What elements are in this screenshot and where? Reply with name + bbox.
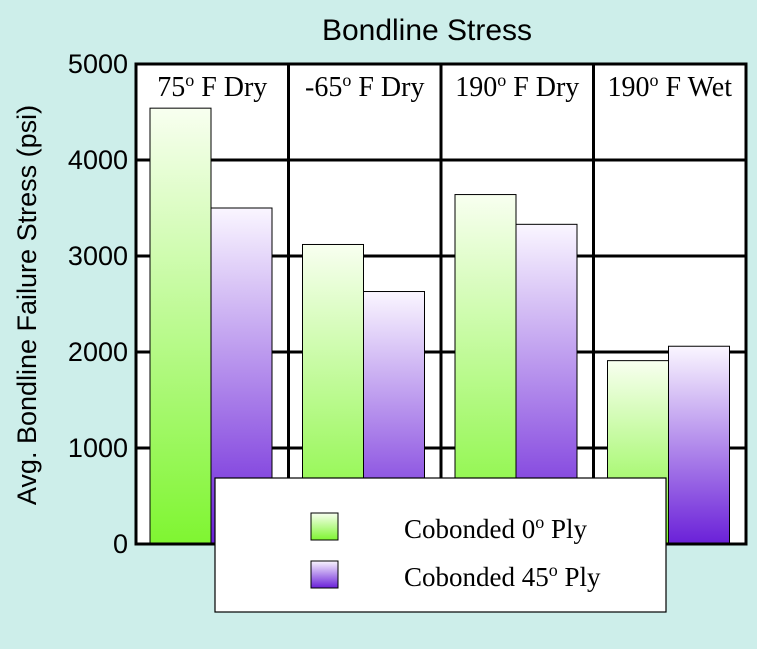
category-label-main: -65 xyxy=(305,72,342,103)
y-tick-label: 0 xyxy=(113,529,128,559)
legend-label-rest: Ply xyxy=(544,514,587,544)
category-label-rest: F Dry xyxy=(506,72,579,103)
legend-swatch xyxy=(310,560,339,589)
legend-label-main: Cobonded 45 xyxy=(404,562,549,592)
category-label-sup: o xyxy=(497,70,506,90)
y-tick-label: 1000 xyxy=(68,433,128,463)
legend-label-rest: Ply xyxy=(558,562,601,592)
category-label-main: 75 xyxy=(157,72,185,103)
y-tick-label: 5000 xyxy=(68,49,128,79)
y-tick-label: 3000 xyxy=(68,241,128,271)
legend-label: Cobonded 0o Ply xyxy=(404,512,588,544)
category-label-rest: F Wet xyxy=(659,72,733,103)
category-label: 190o F Dry xyxy=(455,70,579,103)
category-label-rest: F Dry xyxy=(351,72,424,103)
legend-label-sup: o xyxy=(535,512,544,532)
category-labels: 75o F Dry -65o F Dry 190o F Dry 190o F Wet xyxy=(157,70,732,103)
legend-swatch xyxy=(310,512,339,541)
legend-label-sup: o xyxy=(549,560,558,580)
legend-label-main: Cobonded 0 xyxy=(404,514,535,544)
category-label-main: 190 xyxy=(608,72,650,103)
category-label-sup: o xyxy=(185,70,194,90)
legend-label: Cobonded 45o Ply xyxy=(404,560,601,592)
y-tick-labels: 0 1000 2000 3000 4000 5000 xyxy=(68,49,128,559)
legend-box xyxy=(214,477,667,613)
category-label-sup: o xyxy=(650,70,659,90)
category-label: 75o F Dry xyxy=(157,70,267,103)
category-dividers xyxy=(287,64,595,544)
y-tick-label: 4000 xyxy=(68,145,128,175)
bar xyxy=(149,107,212,545)
category-label-sup: o xyxy=(342,70,351,90)
y-axis-label: Avg. Bondline Failure Stress (psi) xyxy=(12,105,42,505)
y-tick-label: 2000 xyxy=(68,337,128,367)
chart-title: Bondline Stress xyxy=(322,14,532,47)
category-label: 190o F Wet xyxy=(608,70,733,103)
category-label-main: 190 xyxy=(455,72,497,103)
category-label-rest: F Dry xyxy=(194,72,267,103)
bar xyxy=(668,345,730,545)
category-label: -65o F Dry xyxy=(305,70,424,103)
